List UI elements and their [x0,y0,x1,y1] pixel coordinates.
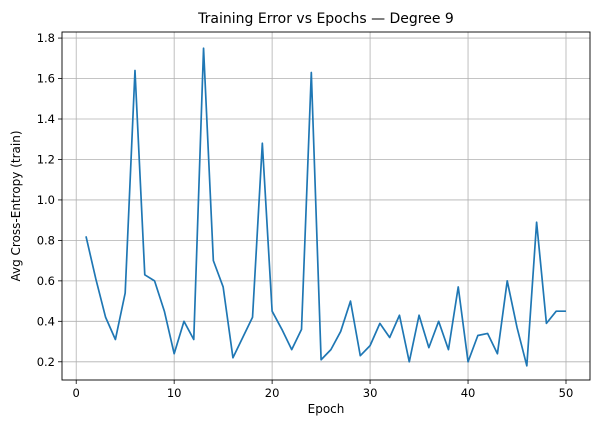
series-line [85,47,566,367]
chart-title: Training Error vs Epochs — Degree 9 [197,11,454,27]
x-tick-label: 20 [265,386,280,400]
y-tick-label: 0.4 [37,314,55,328]
ticks-layer: 0 10 20 30 40 50 0.2 0.4 0.6 0.8 1.0 1.2 1.4 1.6 1.8 [37,31,574,400]
y-tick-label: 0.2 [37,355,55,369]
y-axis-label: Avg Cross-Entropy (train) [9,131,23,282]
x-tick-label: 30 [363,386,378,400]
x-tick-label: 0 [73,386,80,400]
series-layer [85,47,566,367]
y-tick-label: 1.0 [37,193,55,207]
y-tick-label: 1.6 [37,72,55,86]
x-tick-label: 40 [461,386,476,400]
y-tick-label: 0.6 [37,274,55,288]
plot-frame [61,31,591,381]
x-tick-label: 10 [167,386,182,400]
y-tick-label: 0.8 [37,233,55,247]
x-tick-label: 50 [559,386,574,400]
x-axis-label: Epoch [308,402,345,416]
grid-lines [62,32,590,380]
y-tick-label: 1.4 [37,112,55,126]
y-tick-label: 1.2 [37,152,55,166]
y-tick-label: 1.8 [37,31,55,45]
